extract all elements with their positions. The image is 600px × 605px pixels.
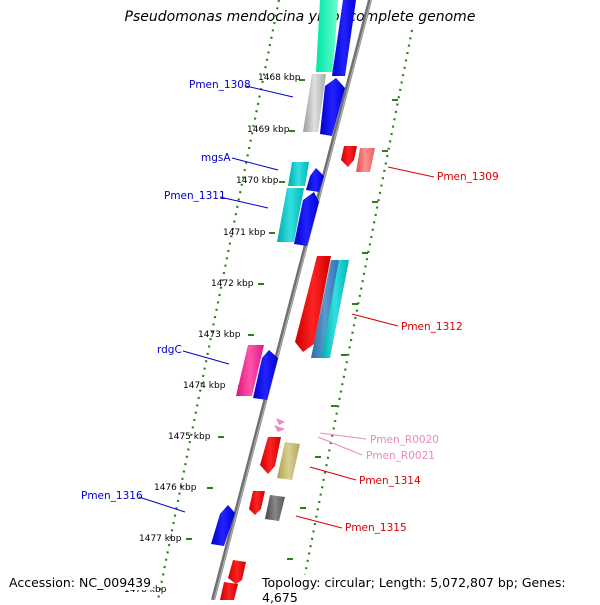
label-pmen-1315[interactable]: Pmen_1315 — [345, 522, 407, 534]
topology-footer: Topology: circular; Length: 5,072,807 bp… — [260, 575, 600, 605]
accession-footer: Accession: NC_009439 — [7, 575, 154, 590]
gene-pmen-1308[interactable] — [320, 78, 345, 136]
leader-pmen-r0021 — [317, 436, 363, 456]
label-pmen-r0021[interactable]: Pmen_R0021 — [366, 450, 435, 462]
gene-red-bottom-2[interactable] — [220, 582, 238, 600]
gene-pmen-1312-red[interactable] — [295, 256, 331, 352]
gene-pmen-1316[interactable] — [211, 505, 235, 546]
kbp-label-1470: 1470 kbp — [236, 176, 279, 186]
leader-pmen-r0020 — [319, 432, 367, 440]
kbp-label-1478: 1478 kbp — [124, 585, 167, 595]
leader-pmen-1315 — [295, 515, 343, 529]
gene-red-bottom-1[interactable] — [228, 560, 246, 584]
gene-pmen-r0020[interactable] — [276, 418, 285, 425]
kbp-label-1473: 1473 kbp — [198, 330, 241, 340]
label-pmen-1312[interactable]: Pmen_1312 — [401, 321, 463, 333]
label-mgsA[interactable]: mgsA — [201, 152, 231, 164]
leader-pmen-1308 — [245, 85, 294, 98]
label-pmen-r0020[interactable]: Pmen_R0020 — [370, 434, 439, 446]
gene-cyan-lower[interactable] — [277, 188, 304, 242]
gene-pmen-1311[interactable] — [294, 192, 319, 246]
gene-cyan-upper[interactable] — [288, 162, 309, 186]
leader-pmen-1312 — [351, 313, 399, 327]
gene-pmen-1309[interactable] — [356, 148, 375, 172]
gene-pmen-1312-cyan[interactable] — [321, 260, 349, 358]
gene-mgsA[interactable] — [306, 168, 324, 192]
kbp-label-1472: 1472 kbp — [211, 279, 254, 289]
label-pmen-1314[interactable]: Pmen_1314 — [359, 475, 421, 487]
leader-pmen-1316 — [138, 496, 186, 513]
label-pmen-1316[interactable]: Pmen_1316 — [81, 490, 143, 502]
gene-pmen-r0021[interactable] — [274, 425, 285, 432]
label-pmen-1308[interactable]: Pmen_1308 — [189, 79, 251, 91]
label-rdgC[interactable]: rdgC — [157, 344, 182, 356]
label-pmen-1309[interactable]: Pmen_1309 — [437, 171, 499, 183]
gene-pmen-1308-grey[interactable] — [303, 74, 326, 132]
genome-backbone — [211, 0, 372, 600]
gene-pmen-1312-steel[interactable] — [311, 260, 339, 358]
kbp-label-1468: 1468 kbp — [258, 73, 301, 83]
gene-pmen-1315-red[interactable] — [249, 491, 265, 515]
inner-dotted-track — [156, 0, 281, 600]
kbp-label-1474: 1474 kbp — [183, 381, 226, 391]
gene-pmen-1315-grey[interactable] — [265, 495, 285, 521]
gene-pmen-1314-olive[interactable] — [277, 442, 300, 480]
genome-title: Pseudomonas mendocina ymp, complete geno… — [124, 9, 476, 25]
kbp-label-1475: 1475 kbp — [168, 432, 211, 442]
leader-mgsA — [231, 157, 279, 171]
leader-pmen-1311 — [219, 196, 269, 209]
leader-rdgC — [182, 350, 230, 365]
kbp-label-1477: 1477 kbp — [139, 534, 182, 544]
leader-pmen-1309 — [387, 166, 435, 178]
gene-pmen-1309-red[interactable] — [341, 146, 357, 167]
gene-teal-top[interactable] — [316, 0, 338, 72]
gene-blue-top[interactable] — [332, 0, 356, 76]
kbp-label-1471: 1471 kbp — [223, 228, 266, 238]
label-pmen-1311[interactable]: Pmen_1311 — [164, 190, 226, 202]
gene-rdgC-magenta[interactable] — [236, 345, 264, 396]
leader-pmen-1314 — [309, 466, 357, 481]
gene-rdgC[interactable] — [253, 350, 278, 400]
kbp-label-1469: 1469 kbp — [247, 125, 290, 135]
kbp-label-1476: 1476 kbp — [154, 483, 197, 493]
gene-pmen-1314-red[interactable] — [260, 437, 281, 474]
